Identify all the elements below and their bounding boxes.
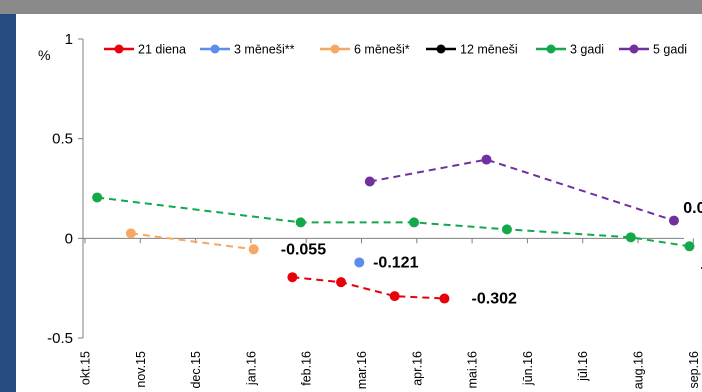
data-point	[295, 217, 306, 228]
y-tick-label: 1	[65, 31, 73, 48]
data-point	[668, 215, 679, 226]
value-annotation: -0.055	[281, 241, 326, 258]
legend-label: 3 gadi	[570, 43, 604, 57]
series-line	[369, 158, 675, 222]
series-line	[292, 276, 445, 300]
x-tick-label: jan.16	[244, 351, 258, 386]
data-point	[125, 228, 136, 239]
legend-swatch-marker	[629, 44, 639, 54]
series-line	[97, 196, 690, 248]
x-tick-label: aug.16	[632, 351, 646, 389]
data-point	[364, 176, 375, 187]
chart-svg: 1 0.5 0 -0.5% okt.15 nov.15 dec.15 jan.16 feb.16…	[38, 31, 702, 389]
x-tick-label: sep.16	[687, 351, 701, 389]
legend-label: 21 diena	[138, 43, 186, 57]
left-bar	[0, 14, 16, 392]
data-point	[409, 217, 420, 228]
value-annotation: -0.04	[701, 259, 702, 276]
top-bar	[0, 0, 702, 14]
data-point	[439, 293, 450, 304]
data-point	[336, 277, 347, 288]
legend-swatch-marker	[546, 44, 556, 54]
x-tick-label: okt.15	[79, 351, 93, 385]
series-line	[130, 232, 254, 251]
y-tick-label: 0.5	[52, 131, 73, 148]
x-tick-label: jūn.16	[521, 351, 535, 386]
legend-swatch-marker	[436, 44, 446, 54]
data-point	[287, 272, 298, 283]
x-tick-label: nov.15	[134, 351, 148, 388]
data-point	[501, 224, 512, 235]
data-point	[684, 241, 695, 252]
y-axis-unit-label: %	[38, 47, 50, 63]
data-point	[354, 257, 365, 268]
value-annotation: 0.089	[683, 200, 702, 217]
x-tick-label: dec.15	[189, 351, 203, 389]
y-tick-label: -0.5	[47, 330, 73, 347]
data-point	[92, 192, 103, 203]
x-tick-label: mar.16	[355, 351, 369, 389]
data-point	[248, 244, 259, 255]
legend-label: 6 mēneši*	[354, 43, 410, 57]
plot-area: 1 0.5 0 -0.5% okt.15 nov.15 dec.15 jan.16 feb.16…	[16, 14, 702, 392]
data-point	[625, 232, 636, 243]
x-tick-label: jūl.16	[576, 351, 590, 382]
legend-label: 3 mēneši**	[234, 43, 295, 57]
x-tick-label: mai.16	[466, 351, 480, 389]
legend-swatch-marker	[210, 44, 220, 54]
legend-label: 12 mēneši	[460, 43, 518, 57]
value-annotation: -0.302	[472, 291, 517, 308]
x-tick-label: apr.16	[410, 351, 424, 386]
legend-swatch-marker	[330, 44, 340, 54]
y-tick-label: 0	[65, 230, 73, 247]
legend-label: 5 gadi	[653, 43, 687, 57]
data-point	[389, 291, 400, 302]
data-point	[481, 154, 492, 165]
value-annotation: -0.121	[373, 254, 418, 271]
x-tick-label: feb.16	[300, 351, 314, 386]
legend-swatch-marker	[114, 44, 124, 54]
